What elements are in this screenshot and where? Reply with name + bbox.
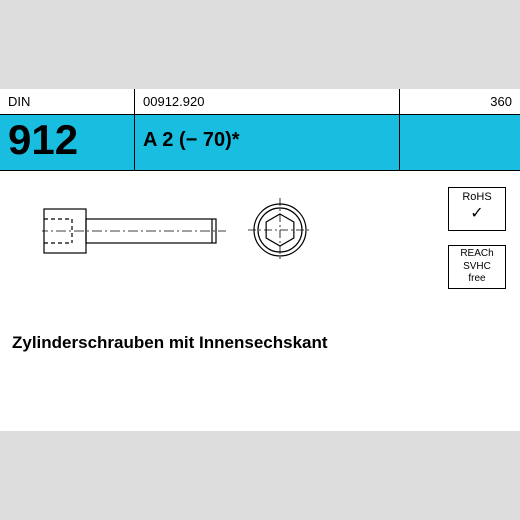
header-right-value: 360 <box>400 89 520 114</box>
row2-empty <box>400 115 520 170</box>
screw-side-view <box>42 203 232 263</box>
product-description: Zylinderschrauben mit Innensechskant <box>12 333 328 353</box>
product-code: 00912.920 <box>135 89 400 114</box>
reach-badge: REACh SVHC free <box>448 245 506 289</box>
din-label: DIN <box>0 89 135 114</box>
reach-line2: SVHC <box>449 261 505 274</box>
reach-line3: free <box>449 273 505 286</box>
screw-front-view <box>245 195 315 265</box>
header-row: DIN 00912.920 360 <box>0 89 520 115</box>
material-spec: A 2 (− 70)* <box>135 115 400 170</box>
reach-line1: REACh <box>449 248 505 261</box>
check-icon: ✓ <box>449 204 505 223</box>
rohs-label: RoHS <box>449 191 505 204</box>
standard-row: 912 A 2 (− 70)* <box>0 115 520 171</box>
rohs-badge: RoHS ✓ <box>448 187 506 231</box>
standard-number: 912 <box>0 115 135 170</box>
product-card: DIN 00912.920 360 912 A 2 (− 70)* <box>0 89 520 431</box>
